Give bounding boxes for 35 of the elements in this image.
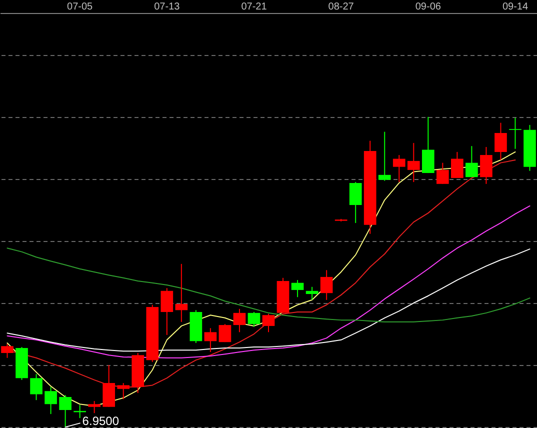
candlestick <box>204 328 217 353</box>
candlestick <box>306 286 318 300</box>
candlestick <box>291 280 304 298</box>
candlestick <box>262 313 275 333</box>
x-tick-label: 08-27 <box>328 2 354 12</box>
candlestick <box>480 146 492 184</box>
candlestick <box>436 162 449 184</box>
candlestick <box>509 117 522 150</box>
candlestick <box>451 151 464 179</box>
candlestick <box>233 308 246 333</box>
candlestick <box>378 131 391 182</box>
candlestick <box>422 116 434 174</box>
annotation: 6.9500 <box>82 414 120 428</box>
candlestick <box>59 394 72 428</box>
candlestick <box>248 312 260 328</box>
candlestick <box>1 343 14 358</box>
candlestick <box>218 324 232 343</box>
candlestick <box>30 374 42 401</box>
candlestick <box>494 122 507 161</box>
x-tick-label: 09-14 <box>502 2 528 12</box>
candlestick <box>88 400 101 414</box>
candlestick <box>407 142 420 183</box>
x-tick-label: 07-21 <box>241 2 268 12</box>
candlestick <box>349 182 362 224</box>
x-tick-label: 07-13 <box>154 2 180 12</box>
candlestick <box>175 263 188 322</box>
candlestick <box>117 382 130 400</box>
x-tick-label: 09-06 <box>415 2 442 12</box>
candlestick <box>102 364 116 408</box>
candlestick <box>160 288 174 336</box>
candlestick <box>466 146 478 178</box>
candlestick <box>392 154 406 183</box>
x-tick-label: 07-05 <box>67 2 94 12</box>
candlestick <box>44 386 57 415</box>
candlestick <box>320 270 333 300</box>
